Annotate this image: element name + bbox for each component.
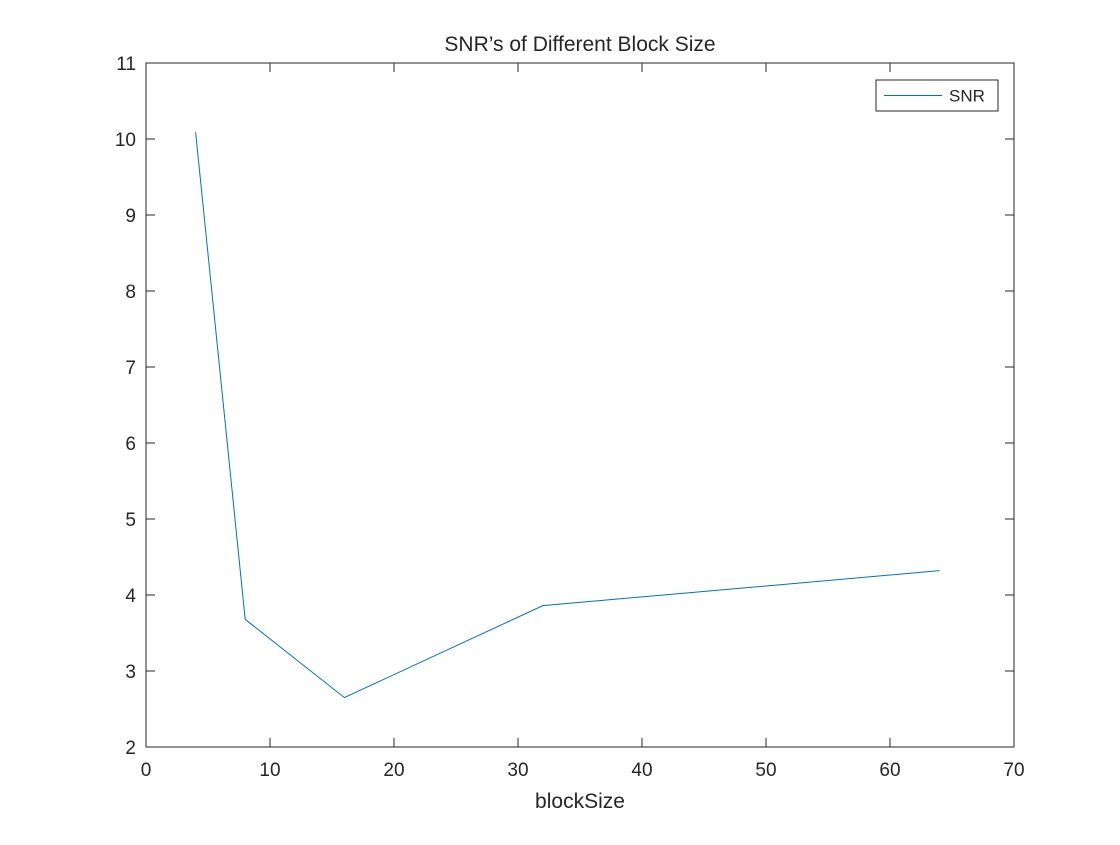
y-tick-label: 10 [115, 130, 136, 151]
x-tick-label: 30 [507, 760, 528, 781]
x-tick-label: 60 [879, 760, 900, 781]
y-tick-label: 4 [125, 586, 136, 607]
plot-frame [145, 62, 1015, 748]
chart-title: SNR’s of Different Block Size [444, 33, 715, 56]
axis-ticks: 0 10 20 30 40 50 60 70 2 3 4 5 6 7 8 9 10 11 [115, 54, 1025, 781]
y-tick-label: 2 [125, 738, 136, 759]
x-axis-label: blockSize [535, 790, 625, 813]
y-tick-label: 7 [125, 358, 136, 379]
y-tick-label: 6 [125, 434, 136, 455]
legend-label-snr: SNR [949, 87, 985, 106]
y-tick-label: 8 [125, 282, 136, 303]
series-group [195, 132, 940, 699]
plot-area [146, 63, 1014, 747]
y-tick-label: 5 [125, 510, 136, 531]
y-tick-label: 3 [125, 662, 136, 683]
x-tick-label: 20 [383, 760, 404, 781]
y-tick-label: 9 [125, 206, 136, 227]
legend: SNR [875, 79, 999, 112]
x-tick-label: 10 [259, 760, 280, 781]
x-tick-label: 70 [1003, 760, 1024, 781]
x-tick-label: 50 [755, 760, 776, 781]
x-tick-label: 0 [141, 760, 152, 781]
x-tick-label: 40 [631, 760, 652, 781]
y-tick-label: 11 [116, 54, 136, 75]
series-line-snr [195, 132, 940, 699]
